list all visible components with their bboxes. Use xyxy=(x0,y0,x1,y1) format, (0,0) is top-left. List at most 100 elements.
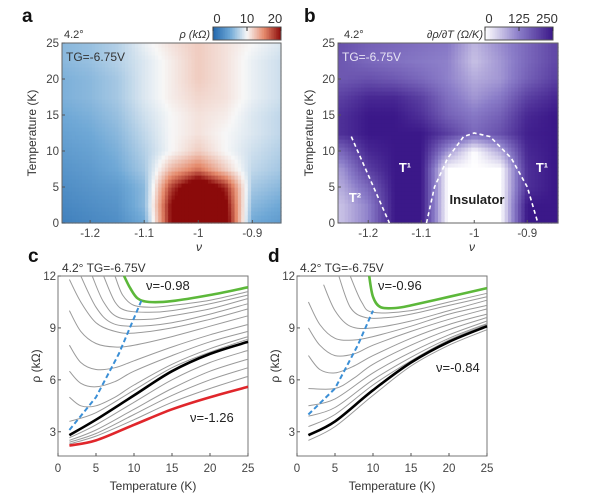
heatmap-cell xyxy=(181,203,186,208)
heatmap-cell xyxy=(458,127,462,132)
heatmap-cell xyxy=(151,99,156,104)
heatmap-cell xyxy=(115,95,120,100)
heatmap-cell xyxy=(371,203,376,208)
heatmap-cell xyxy=(181,195,186,200)
heatmap-cell xyxy=(408,67,412,72)
heatmap-cell xyxy=(194,203,199,208)
heatmap-cell xyxy=(481,203,486,208)
heatmap-cell xyxy=(101,119,106,124)
heatmap-cell xyxy=(88,203,93,208)
heatmap-cell xyxy=(148,179,153,184)
heatmap-cell xyxy=(341,151,346,156)
heatmap-cell xyxy=(461,175,466,180)
heatmap-cell xyxy=(368,127,372,132)
heatmap-cell xyxy=(111,55,116,60)
heatmap-cell xyxy=(404,103,409,108)
heatmap-cell xyxy=(257,151,262,156)
heatmap-cell xyxy=(264,215,269,220)
heatmap-cell xyxy=(401,63,406,68)
heatmap-cell xyxy=(198,91,202,96)
heatmap-cell xyxy=(358,191,362,196)
heatmap-cell xyxy=(411,111,416,116)
heatmap-cell xyxy=(85,155,90,160)
heatmap-cell xyxy=(164,175,169,180)
heatmap-cell xyxy=(374,107,379,112)
heatmap-cell xyxy=(81,159,86,164)
heatmap-cell xyxy=(151,175,156,180)
heatmap-cell xyxy=(198,167,202,172)
heatmap-cell xyxy=(261,75,266,80)
heatmap-cell xyxy=(68,63,73,68)
heatmap-cell xyxy=(151,143,156,148)
heatmap-cell xyxy=(408,95,412,100)
heatmap-cell xyxy=(78,167,83,172)
heatmap-cell xyxy=(201,203,206,208)
heatmap-cell xyxy=(181,179,186,184)
heatmap-cell xyxy=(71,167,76,172)
heatmap-cell xyxy=(168,107,173,112)
heatmap-cell xyxy=(271,215,275,220)
heatmap-cell xyxy=(414,55,419,60)
heatmap-cell xyxy=(441,139,446,144)
heatmap-cell xyxy=(144,91,149,96)
heatmap-cell xyxy=(408,187,412,192)
heatmap-cell xyxy=(241,155,246,160)
heatmap-cell xyxy=(361,179,366,184)
heatmap-cell xyxy=(354,59,359,64)
heatmap-cell xyxy=(201,155,206,160)
heatmap-cell xyxy=(421,203,426,208)
heatmap-cell xyxy=(254,91,259,96)
heatmap-cell xyxy=(414,123,419,128)
heatmap-cell xyxy=(428,215,432,220)
heatmap-cell xyxy=(135,63,139,68)
heatmap-cell xyxy=(105,79,110,84)
heatmap-cell xyxy=(105,91,110,96)
heatmap-cell xyxy=(374,91,379,96)
heatmap-cell xyxy=(81,191,86,196)
heatmap-cell xyxy=(368,63,372,68)
heatmap-cell xyxy=(135,47,139,52)
heatmap-cell xyxy=(388,207,392,212)
heatmap-cell xyxy=(214,179,219,184)
heatmap-cell xyxy=(118,107,123,112)
heatmap-cell xyxy=(271,163,275,168)
heatmap-cell xyxy=(115,187,120,192)
heatmap-cell xyxy=(78,183,83,188)
heatmap-cell xyxy=(234,131,239,136)
heatmap-cell xyxy=(267,187,272,192)
heatmap-cell xyxy=(358,47,362,52)
heatmap-cell xyxy=(181,127,186,132)
heatmap-cell xyxy=(111,63,116,68)
heatmap-cell xyxy=(81,83,86,88)
heatmap-cell xyxy=(85,99,90,104)
heatmap-cell xyxy=(431,171,436,176)
heatmap-cell xyxy=(461,203,466,208)
heatmap-cell xyxy=(378,91,382,96)
heatmap-cell xyxy=(471,135,476,140)
heatmap-cell xyxy=(277,207,282,212)
heatmap-cell xyxy=(364,215,369,220)
colorbar-segment xyxy=(219,27,222,40)
heatmap-cell xyxy=(201,91,206,96)
heatmap-cell xyxy=(361,55,366,60)
heatmap-cell xyxy=(234,151,239,156)
heatmap-cell xyxy=(121,99,126,104)
heatmap-cell xyxy=(431,79,436,84)
heatmap-cell xyxy=(274,195,279,200)
heatmap-cell xyxy=(227,43,232,48)
heatmap-cell xyxy=(81,123,86,128)
heatmap-cell xyxy=(267,151,272,156)
heatmap-cell xyxy=(277,139,282,144)
heatmap-cell xyxy=(105,127,110,132)
heatmap-cell xyxy=(428,135,432,140)
heatmap-cell xyxy=(88,79,93,84)
heatmap-cell xyxy=(115,59,120,64)
heatmap-cell xyxy=(171,187,176,192)
heatmap-cell xyxy=(384,147,389,152)
heatmap-cell xyxy=(421,99,426,104)
colorbar-segment xyxy=(213,27,216,40)
heatmap-cell xyxy=(174,199,179,204)
heatmap-cell xyxy=(257,63,262,68)
heatmap-cell xyxy=(261,127,266,132)
heatmap-cell xyxy=(68,91,73,96)
